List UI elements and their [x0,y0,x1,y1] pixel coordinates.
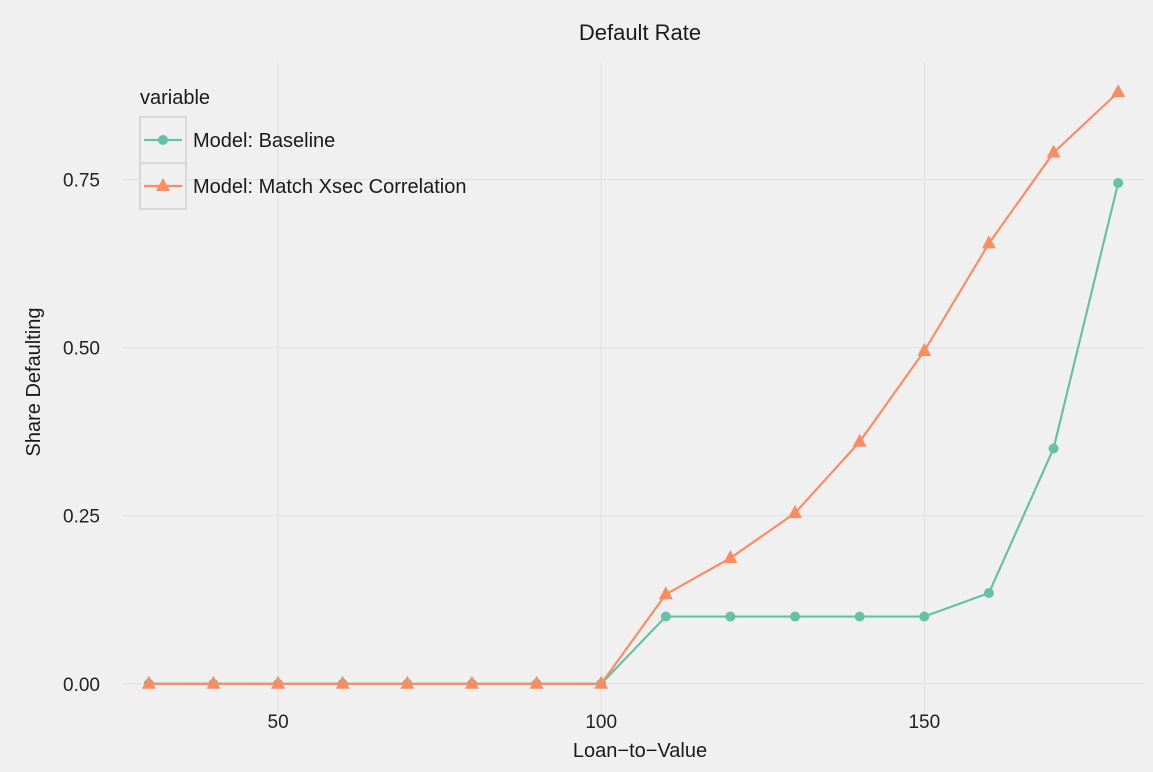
series-match-xsec-correlation [141,84,1126,689]
data-point [1046,144,1061,158]
data-point [206,675,221,689]
legend-key-marker [156,177,170,191]
data-point [271,675,286,689]
data-point [400,675,415,689]
grid [123,62,1144,714]
series-line [148,182,1120,685]
data-point [1048,443,1059,454]
data-point [854,611,865,622]
y-tick-label: 0.75 [63,171,100,192]
tick-labels: 50 100 150 0.00 0.25 0.50 0.75 [63,171,940,733]
data-point [919,611,930,622]
data-point [852,433,867,447]
data-point [790,611,801,622]
data-point [660,611,671,622]
data-point [141,675,156,689]
legend-label: Model: Baseline [193,130,335,152]
data-point [917,342,932,356]
series-layer [141,84,1126,689]
x-tick-label: 50 [268,712,289,733]
data-point [529,675,544,689]
data-point [658,586,673,600]
series-baseline [143,177,1124,689]
y-tick-label: 0.50 [63,339,100,360]
data-point [981,235,996,249]
data-point [723,549,738,563]
legend-keys [144,135,182,191]
data-point [464,675,479,689]
legend-label: Model: Match Xsec Correlation [193,176,466,198]
data-point [1113,177,1124,188]
x-tick-label: 150 [908,712,940,733]
y-tick-label: 0.00 [63,675,100,696]
chart-title: Default Rate [579,20,701,45]
data-point [1111,84,1126,98]
y-tick-label: 0.25 [63,507,100,528]
y-axis-title: Share Defaulting [23,308,45,457]
legend-title: variable [140,87,210,109]
data-point [725,611,736,622]
legend: variable Model: Baseline Model: Match Xs… [139,87,466,210]
data-point [594,675,609,689]
data-point [335,675,350,689]
legend-key-marker [158,135,168,145]
data-point [983,588,994,599]
data-point [788,504,803,518]
series-line [148,91,1119,685]
x-tick-label: 100 [585,712,617,733]
x-axis-title: Loan−to−Value [573,740,707,762]
